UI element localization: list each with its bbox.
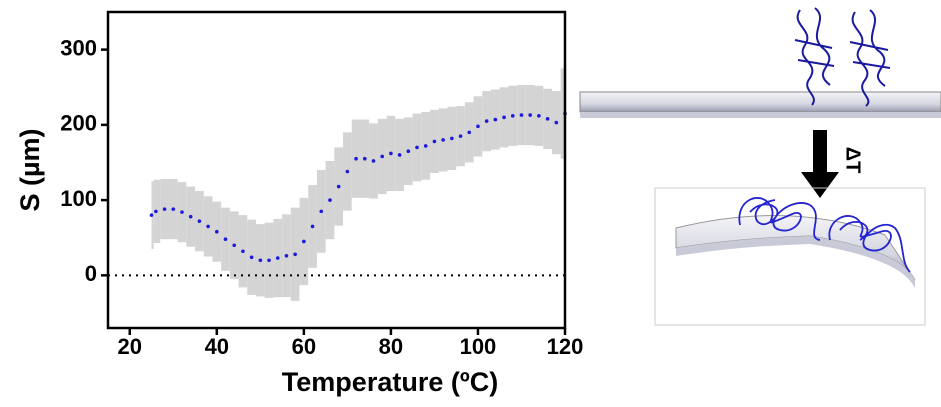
data-point (502, 115, 506, 120)
data-point (241, 249, 245, 254)
error-band (560, 68, 565, 159)
data-point (154, 209, 158, 214)
data-point (249, 255, 254, 260)
data-point (149, 213, 154, 217)
data-point (302, 239, 306, 244)
x-tick-label: 40 (205, 334, 229, 359)
plot-frame (106, 10, 567, 330)
data-point (493, 117, 498, 122)
data-point (484, 119, 489, 123)
data-point (284, 253, 289, 258)
data-point (354, 156, 358, 161)
data-point (258, 258, 263, 263)
data-point (380, 154, 385, 159)
data-point (188, 214, 193, 219)
data-point (406, 149, 411, 153)
x-tick-label: 60 (292, 334, 316, 359)
data-point (528, 113, 532, 117)
y-tick-label: 0 (85, 261, 97, 286)
plot: 20 40 60 80 100 120 0 100 200 300 (60, 10, 584, 359)
data-point (441, 138, 445, 142)
data-point (545, 117, 550, 121)
x-tick-label: 100 (460, 334, 497, 359)
y-tick-label: 300 (60, 35, 97, 60)
beam-bent-edge (676, 236, 915, 288)
y-axis-title: S (µm) (15, 128, 45, 211)
data-point (275, 256, 280, 260)
inset-frame (654, 187, 926, 326)
data-point (554, 120, 559, 125)
data-point (450, 136, 454, 141)
schematic: ΔT (579, 7, 941, 326)
data-point (371, 159, 376, 163)
beam-flat (579, 91, 941, 113)
data-point (310, 224, 315, 229)
data-point (397, 153, 402, 157)
beam-edge (580, 112, 941, 118)
data-point (510, 114, 515, 118)
x-tick-label: 20 (118, 334, 142, 359)
y-tick-label: 200 (60, 111, 97, 136)
data-point (171, 207, 176, 211)
data-point (162, 207, 167, 211)
data-point (362, 156, 367, 161)
data-point (415, 145, 419, 150)
x-tick-label: 80 (379, 334, 403, 359)
data-point (215, 229, 219, 234)
data-point (328, 198, 332, 202)
data-point (180, 210, 184, 214)
data-point (319, 209, 324, 214)
data-point (519, 113, 524, 117)
data-point (345, 169, 350, 174)
data-point (267, 258, 271, 263)
data-point (206, 224, 210, 229)
data-point (336, 184, 341, 189)
data-point (232, 243, 237, 248)
data-point (467, 130, 472, 135)
data-point (476, 124, 480, 129)
x-axis-title: Temperature (ºC) (282, 367, 498, 397)
data-point (293, 252, 297, 257)
data-point (423, 144, 428, 148)
y-tick-label: 100 (60, 186, 97, 211)
data-point (537, 114, 541, 118)
protein-folded (794, 7, 891, 107)
data-point (389, 151, 393, 156)
data-point (197, 219, 202, 223)
data-point (223, 237, 228, 242)
delta-t-label: ΔT (842, 147, 864, 174)
data-point (458, 134, 463, 138)
arrow (801, 130, 839, 198)
x-tick-label: 120 (547, 334, 584, 359)
protein-unfolded (738, 197, 911, 273)
data-point (432, 139, 437, 144)
